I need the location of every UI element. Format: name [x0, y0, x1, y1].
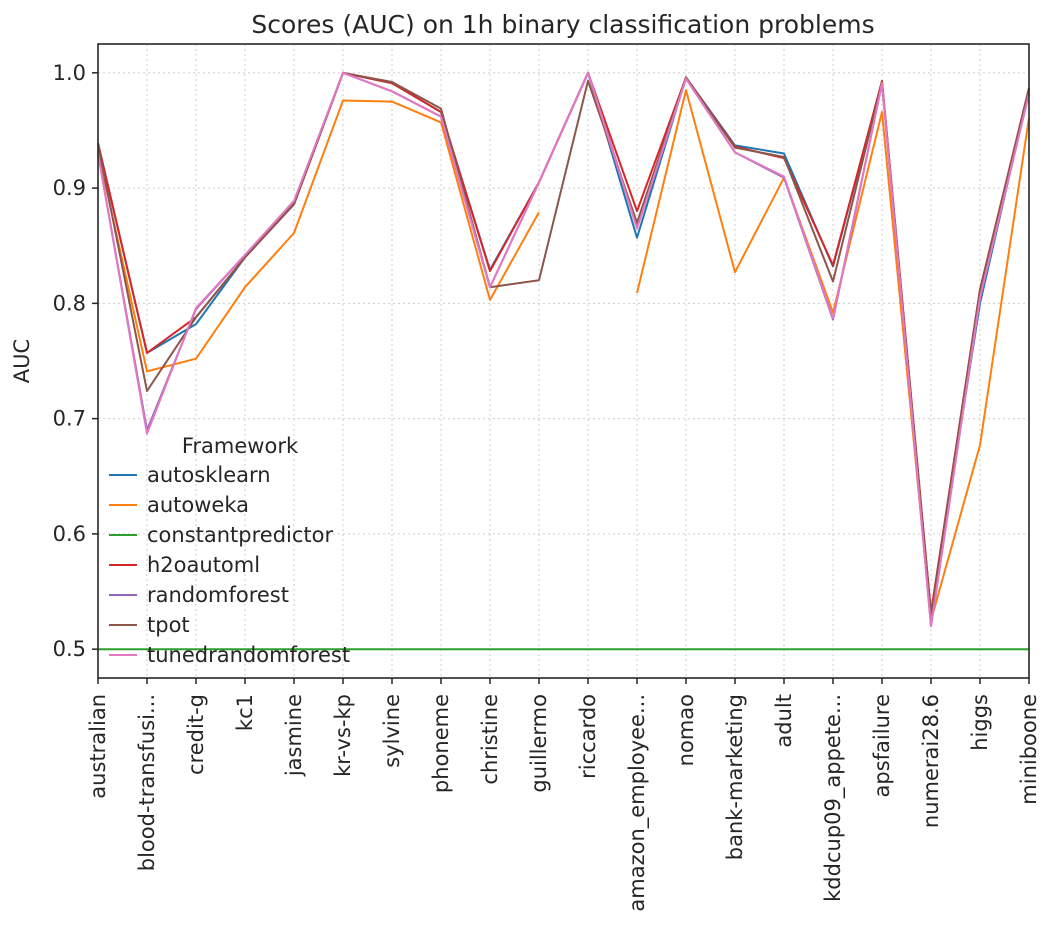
x-tick-label: jasmine: [282, 694, 306, 777]
x-tick-label: australian: [86, 694, 110, 799]
series-line-tpot: [97, 71, 1030, 616]
x-tick-label: sylvine: [380, 694, 404, 768]
series-line-autoweka: [636, 89, 1030, 622]
legend-label-randomforest: randomforest: [147, 583, 289, 607]
legend-title: Framework: [182, 434, 299, 458]
x-tick-label: numerai28.6: [919, 694, 943, 828]
plot-frame: [97, 43, 1030, 679]
x-tick-label: kc1: [233, 694, 257, 731]
series-layer: [97, 71, 1030, 651]
legend-label-tpot: tpot: [147, 613, 190, 637]
grid: [97, 44, 1030, 678]
x-axis: australian blood-transfusi... credit-g kc1 j…: [86, 678, 1041, 912]
y-tick-label: 0.6: [53, 522, 86, 546]
x-tick-label: christine: [478, 694, 502, 785]
x-tick-label: kr-vs-kp: [331, 694, 355, 777]
y-tick-label: 1.0: [53, 61, 86, 85]
x-tick-label: blood-transfusi...: [135, 694, 159, 871]
x-tick-label: miniboone: [1017, 694, 1041, 805]
y-axis-label: AUC: [10, 339, 34, 383]
x-tick-label: kddcup09_appete...: [821, 694, 846, 902]
x-tick-label: bank-marketing: [723, 694, 747, 860]
y-tick-label: 0.8: [53, 291, 86, 315]
legend-label-autoweka: autoweka: [147, 493, 249, 517]
x-tick-label: guillermo: [527, 694, 551, 793]
chart-title: Scores (AUC) on 1h binary classification…: [251, 10, 874, 39]
x-tick-label: nomao: [674, 694, 698, 766]
x-tick-label: riccardo: [576, 694, 600, 779]
series-line-autoweka: [97, 99, 540, 373]
x-tick-label: phoneme: [429, 694, 453, 793]
y-tick-label: 0.7: [53, 407, 86, 431]
x-tick-label: higgs: [968, 694, 992, 751]
y-tick-label: 0.9: [53, 176, 86, 200]
x-tick-label: adult: [772, 694, 796, 748]
legend-label-constantpredictor: constantpredictor: [147, 523, 334, 547]
y-axis: 0.5 0.6 0.7 0.8 0.9 1.0: [53, 61, 98, 661]
legend: Framework autosklearn autoweka constantpre…: [109, 434, 350, 667]
series-line-tunedrandomforest: [97, 71, 1030, 628]
legend-label-autosklearn: autosklearn: [147, 463, 271, 487]
y-tick-label: 0.5: [53, 637, 86, 661]
x-tick-label: apsfailure: [870, 694, 894, 797]
x-tick-label: credit-g: [184, 694, 208, 775]
x-tick-label: amazon_employee...: [625, 694, 650, 912]
legend-label-tunedrandomforest: tunedrandomforest: [147, 643, 350, 667]
legend-label-h2oautoml: h2oautoml: [147, 553, 260, 577]
